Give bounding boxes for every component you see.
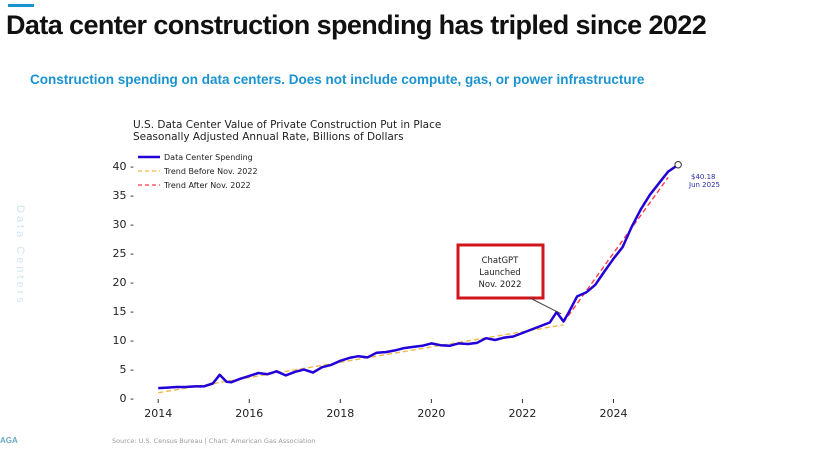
annotation-line-2: Launched [479, 268, 520, 278]
x-tick-label: 2020 [417, 407, 445, 420]
y-tick-label: 0 - [120, 392, 134, 405]
chart-subtitle: Seasonally Adjusted Annual Rate, Billion… [133, 131, 404, 143]
trend-before-line [158, 324, 564, 394]
aga-logo: AGA [0, 436, 18, 445]
y-tick-label: 20 - [113, 276, 134, 289]
legend-label-spending: Data Center Spending [164, 153, 253, 162]
annotation-pointer [529, 297, 562, 315]
chart-title: U.S. Data Center Value of Private Constr… [133, 119, 441, 131]
data-center-spending-line [158, 163, 679, 390]
y-tick-label: 40 - [113, 160, 134, 173]
endpoint-marker [674, 161, 682, 169]
subheadline: Construction spending on data centers. D… [30, 72, 645, 87]
x-tick-label: 2018 [326, 407, 354, 420]
y-tick-label: 5 - [120, 363, 134, 376]
source-note: Source: U.S. Census Bureau | Chart: Amer… [112, 437, 315, 445]
headline: Data center construction spending has tr… [6, 10, 707, 40]
x-tick-label: 2014 [144, 407, 172, 420]
legend-label-trend-before: Trend Before Nov. 2022 [163, 167, 258, 176]
annotation-line-3: Nov. 2022 [479, 280, 522, 290]
annotation-line-1: ChatGPT [482, 256, 520, 266]
x-tick-label: 2024 [599, 407, 627, 420]
chatgpt-annotation: ChatGPT Launched Nov. 2022 [456, 243, 562, 315]
x-tick-label: 2022 [508, 407, 536, 420]
y-tick-label: 10 - [113, 334, 134, 347]
annotation-box [456, 243, 545, 300]
x-tick-label: 2016 [235, 407, 263, 420]
y-tick-label: 35 - [113, 189, 134, 202]
legend: Data Center Spending Trend Before Nov. 2… [138, 153, 258, 190]
endpoint-value-label: $40.18 [691, 173, 716, 181]
y-tick-label: 15 - [113, 305, 134, 318]
side-watermark-text: Data Centers [14, 205, 26, 306]
legend-label-trend-after: Trend After Nov. 2022 [163, 181, 251, 190]
trend-after-line [562, 177, 669, 323]
y-tick-label: 30 - [113, 218, 134, 231]
y-tick-label: 25 - [113, 247, 134, 260]
endpoint-date-label: Jun 2025 [688, 181, 720, 189]
accent-bar [8, 4, 34, 7]
